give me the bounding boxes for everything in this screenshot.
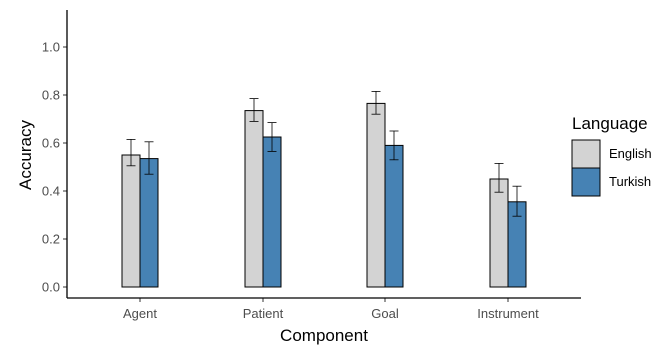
- error-bar: [267, 122, 277, 152]
- y-tick-label: 0.4: [42, 184, 60, 199]
- error-bar: [389, 130, 399, 161]
- legend-label-turkish: Turkish: [609, 174, 651, 189]
- legend-swatch-english: [571, 139, 601, 169]
- x-tick-label: Goal: [371, 306, 399, 321]
- bar-turkish-patient: [262, 136, 282, 288]
- legend-swatch-turkish: [571, 167, 601, 197]
- bar-english-patient: [244, 110, 264, 288]
- y-axis-ticks: 0.0 0.2 0.4 0.6 0.8 1.0: [42, 40, 67, 295]
- bar-english-instrument: [489, 178, 509, 288]
- bar-english-agent: [121, 154, 141, 288]
- x-tick-label: Patient: [243, 306, 284, 321]
- y-tick-label: 0.6: [42, 136, 60, 151]
- x-axis-ticks: Agent Patient Goal Instrument: [123, 298, 539, 321]
- error-bar: [144, 141, 154, 175]
- bar-turkish-goal: [384, 144, 404, 288]
- error-bar: [249, 98, 259, 122]
- y-tick-label: 0.8: [42, 88, 60, 103]
- legend-items: English Turkish: [571, 139, 652, 197]
- y-tick-label: 0.2: [42, 232, 60, 247]
- x-axis-title: Component: [280, 326, 368, 345]
- y-axis-title: Accuracy: [16, 120, 35, 190]
- error-bar: [512, 185, 522, 217]
- bar-turkish-agent: [139, 158, 159, 288]
- bars-layer: [121, 102, 527, 288]
- legend-label-english: English: [609, 146, 652, 161]
- error-bar: [494, 162, 504, 193]
- legend-title: Language: [572, 114, 648, 133]
- error-bar: [371, 91, 381, 115]
- y-tick-label: 1.0: [42, 40, 60, 55]
- y-tick-label: 0.0: [42, 280, 60, 295]
- error-bars-layer: [126, 91, 522, 217]
- x-tick-label: Instrument: [477, 306, 539, 321]
- legend: Language English Turkish: [571, 114, 652, 197]
- error-bar: [126, 138, 136, 167]
- bar-english-goal: [366, 102, 386, 288]
- x-tick-label: Agent: [123, 306, 157, 321]
